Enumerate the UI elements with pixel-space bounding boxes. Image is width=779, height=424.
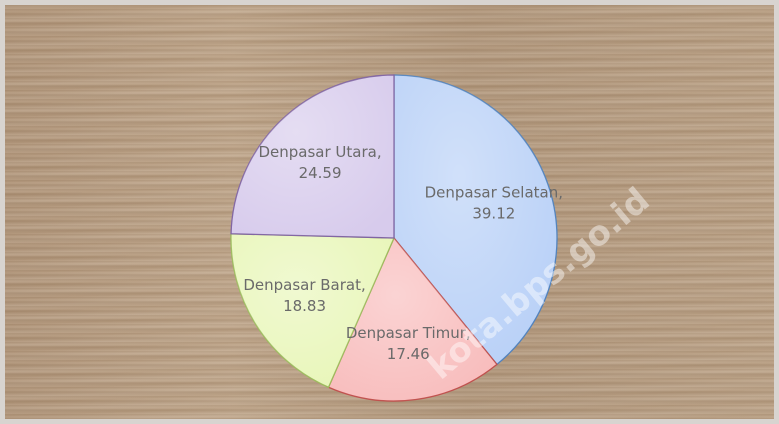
- slice-shade: [328, 238, 497, 401]
- slice-shade: [230, 233, 394, 388]
- label-name: Denpasar Timur: [346, 323, 467, 341]
- data-label: Denpasar Timur, 17.46: [346, 323, 471, 362]
- label-value: 24.59: [299, 164, 342, 182]
- data-label: Denpasar Utara, 24.59: [258, 143, 381, 182]
- data-label: Denpasar Selatan, 39.12: [425, 183, 563, 222]
- label-value: 18.83: [283, 296, 326, 314]
- label-name: Denpasar Utara: [258, 143, 376, 161]
- label-value: 39.12: [472, 204, 515, 222]
- label-name: Denpasar Barat: [243, 275, 361, 293]
- label-separator: ,: [361, 275, 366, 293]
- label-name: Denpasar Selatan: [425, 183, 559, 201]
- label-value: 17.46: [387, 344, 430, 362]
- label-separator: ,: [466, 323, 471, 341]
- data-label: Denpasar Barat, 18.83: [243, 275, 365, 314]
- label-separator: ,: [377, 143, 382, 161]
- slice-shade: [231, 75, 394, 238]
- label-separator: ,: [558, 183, 563, 201]
- slice-shade: [394, 75, 557, 365]
